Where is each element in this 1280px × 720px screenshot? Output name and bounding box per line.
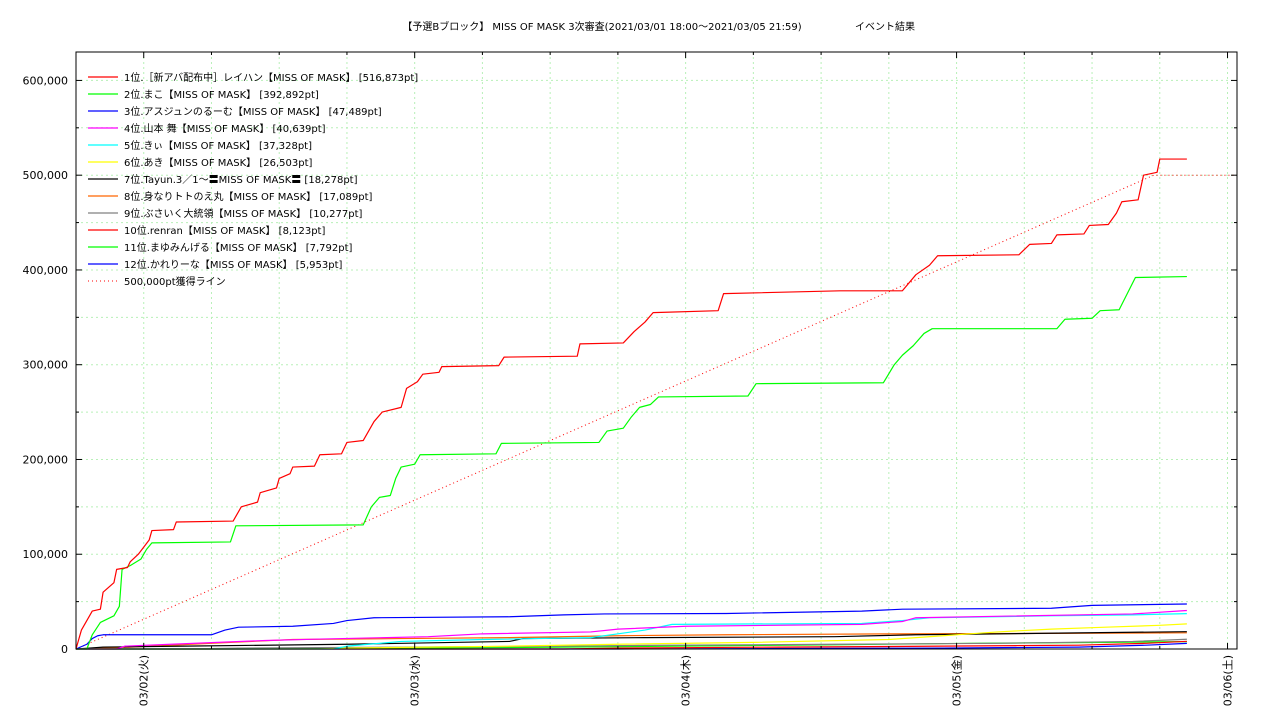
x-tick-label: 03/02(火) — [138, 655, 151, 706]
y-tick-label: 500,000 — [23, 169, 69, 182]
grid-layer — [76, 52, 1237, 649]
legend-label: 500,000pt獲得ライン — [124, 275, 226, 288]
legend-label: 11位.まゆみんげる【MISS OF MASK】 [7,792pt] — [124, 241, 353, 254]
series-line-3 — [75, 603, 1187, 650]
legend-label: 10位.renran【MISS OF MASK】 [8,123pt] — [124, 224, 325, 237]
y-tick-label: 100,000 — [23, 548, 69, 561]
legend-label: 2位.まこ【MISS OF MASK】 [392,892pt] — [124, 88, 319, 101]
target-line — [75, 174, 1237, 650]
x-tick-label: 03/06(土) — [1222, 655, 1235, 706]
legend-label: 6位.あき【MISS OF MASK】 [26,503pt] — [124, 156, 313, 169]
legend-label: 7位.Tayun.3／1〜〓MISS OF MASK〓 [18,278pt] — [124, 173, 358, 186]
x-tick-label: 03/05(金) — [950, 655, 964, 706]
legend-label: 9位.ぶさいく大統領【MISS OF MASK】 [10,277pt] — [124, 207, 363, 220]
y-tick-label: 300,000 — [23, 359, 69, 372]
x-tick-label: 03/03(水) — [409, 655, 422, 706]
chart-subtitle: イベント結果 — [855, 20, 915, 33]
legend-label: 12位.かれりーな【MISS OF MASK】 [5,953pt] — [124, 258, 343, 271]
legend-label: 3位.アスジュンのるーむ【MISS OF MASK】 [47,489pt] — [124, 105, 382, 118]
series-line-4 — [76, 609, 1187, 650]
legend-label: 8位.身なりトトのえ丸【MISS OF MASK】 [17,089pt] — [124, 190, 373, 203]
legend-label: 5位.きぃ【MISS OF MASK】 [37,328pt] — [124, 139, 312, 152]
plot-frame — [75, 51, 1238, 650]
legend: 1位.［新アバ配布中］レイハン【MISS OF MASK】 [516,873pt… — [88, 71, 418, 288]
x-tick-label: 03/04(木) — [680, 655, 693, 706]
y-tick-label: 400,000 — [23, 264, 69, 277]
chart-title: 【予選Bブロック】 MISS OF MASK 3次審査(2021/03/01 1… — [402, 20, 801, 33]
y-tick-label: 600,000 — [23, 74, 69, 87]
y-tick-label: 0 — [61, 643, 68, 656]
y-tick-label: 200,000 — [23, 453, 69, 466]
legend-label: 1位.［新アバ配布中］レイハン【MISS OF MASK】 [516,873pt… — [124, 71, 418, 84]
series-layer — [75, 158, 1237, 650]
series-line-1 — [75, 158, 1187, 650]
axis-layer: 0 100,000 200,000 300,000 400,000 500,000 600,… — [23, 51, 1238, 706]
series-line-2 — [76, 275, 1187, 650]
series-line-8 — [75, 632, 1187, 650]
legend-label: 4位.山本 舞【MISS OF MASK】 [40,639pt] — [124, 122, 326, 135]
